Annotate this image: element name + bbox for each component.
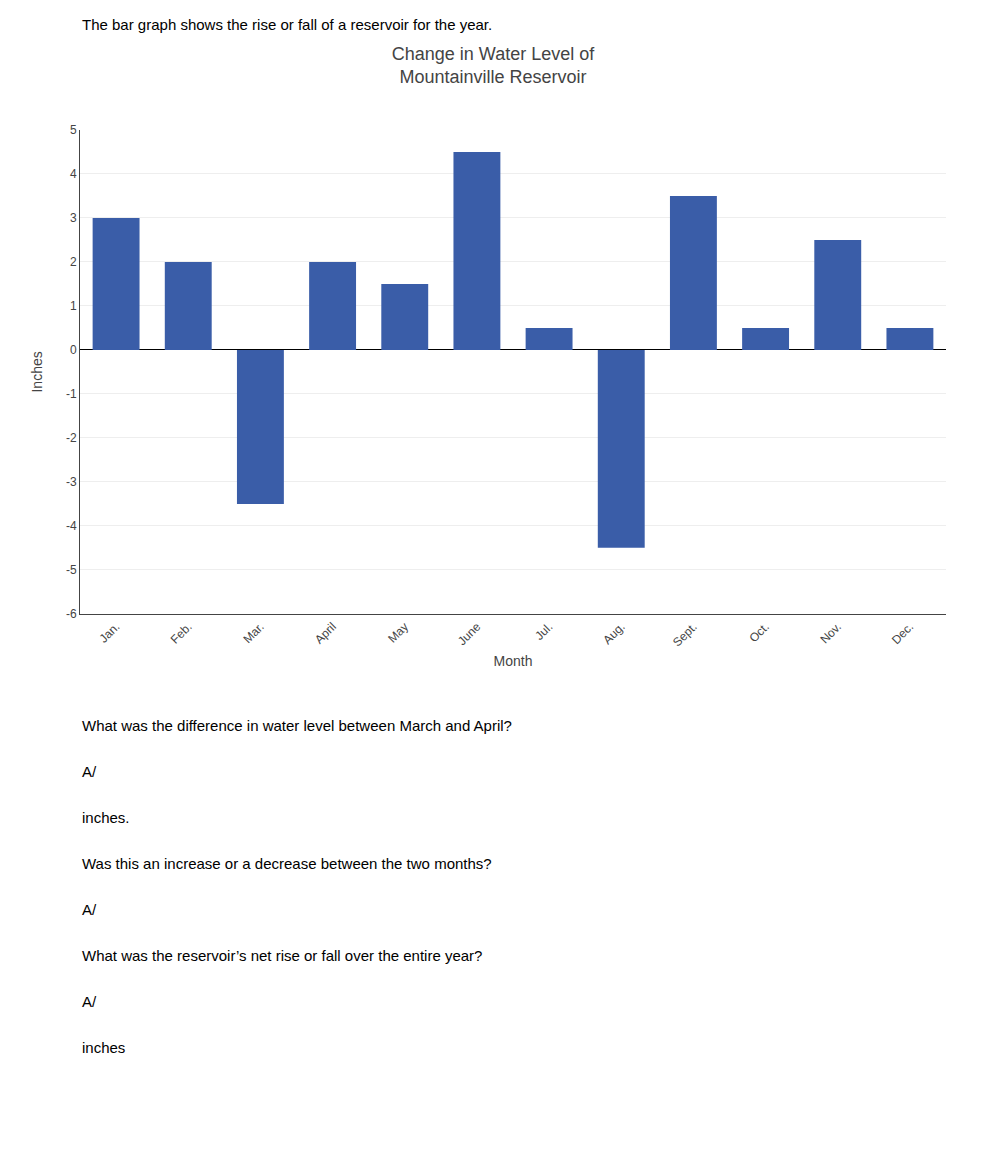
svg-text:Sept.: Sept. [670, 620, 700, 650]
svg-text:-1: -1 [66, 387, 77, 401]
svg-text:Jan.: Jan. [97, 620, 123, 646]
svg-text:A/: A/ [82, 993, 97, 1010]
svg-text:Aug.: Aug. [600, 620, 627, 647]
svg-text:Feb.: Feb. [168, 620, 195, 647]
svg-text:3: 3 [70, 211, 77, 225]
svg-text:What was the difference in wat: What was the difference in water level b… [82, 717, 512, 734]
svg-text:Change in Water Level ofMounta: Change in Water Level ofMountainville Re… [392, 44, 595, 87]
svg-text:April: April [312, 620, 339, 647]
svg-text:May: May [385, 620, 411, 646]
svg-text:-6: -6 [66, 607, 77, 621]
svg-text:4: 4 [70, 167, 77, 181]
svg-text:Dec.: Dec. [889, 620, 916, 647]
svg-text:2: 2 [70, 255, 77, 269]
svg-text:-3: -3 [66, 475, 77, 489]
svg-text:Oct.: Oct. [746, 620, 771, 645]
svg-text:Month: Month [494, 653, 533, 669]
svg-text:0: 0 [70, 343, 77, 357]
svg-text:5: 5 [70, 123, 77, 137]
svg-text:Inches: Inches [29, 351, 45, 392]
svg-text:-2: -2 [66, 431, 77, 445]
svg-text:A/: A/ [82, 763, 97, 780]
svg-text:A/: A/ [82, 901, 97, 918]
svg-text:June: June [455, 619, 484, 648]
svg-text:-5: -5 [66, 563, 77, 577]
svg-text:Mar.: Mar. [240, 620, 266, 646]
svg-text:inches.: inches. [82, 809, 130, 826]
svg-text:The bar graph shows the rise o: The bar graph shows the rise or fall of … [82, 16, 492, 33]
svg-text:1: 1 [70, 299, 77, 313]
svg-text:What was the reservoir’s net r: What was the reservoir’s net rise or fal… [82, 947, 482, 964]
svg-text:inches: inches [82, 1039, 125, 1056]
svg-text:Nov.: Nov. [817, 620, 844, 647]
svg-text:Jul.: Jul. [532, 620, 555, 643]
svg-text:Was this an increase or a decr: Was this an increase or a decrease betwe… [82, 855, 492, 872]
svg-text:-4: -4 [66, 519, 77, 533]
